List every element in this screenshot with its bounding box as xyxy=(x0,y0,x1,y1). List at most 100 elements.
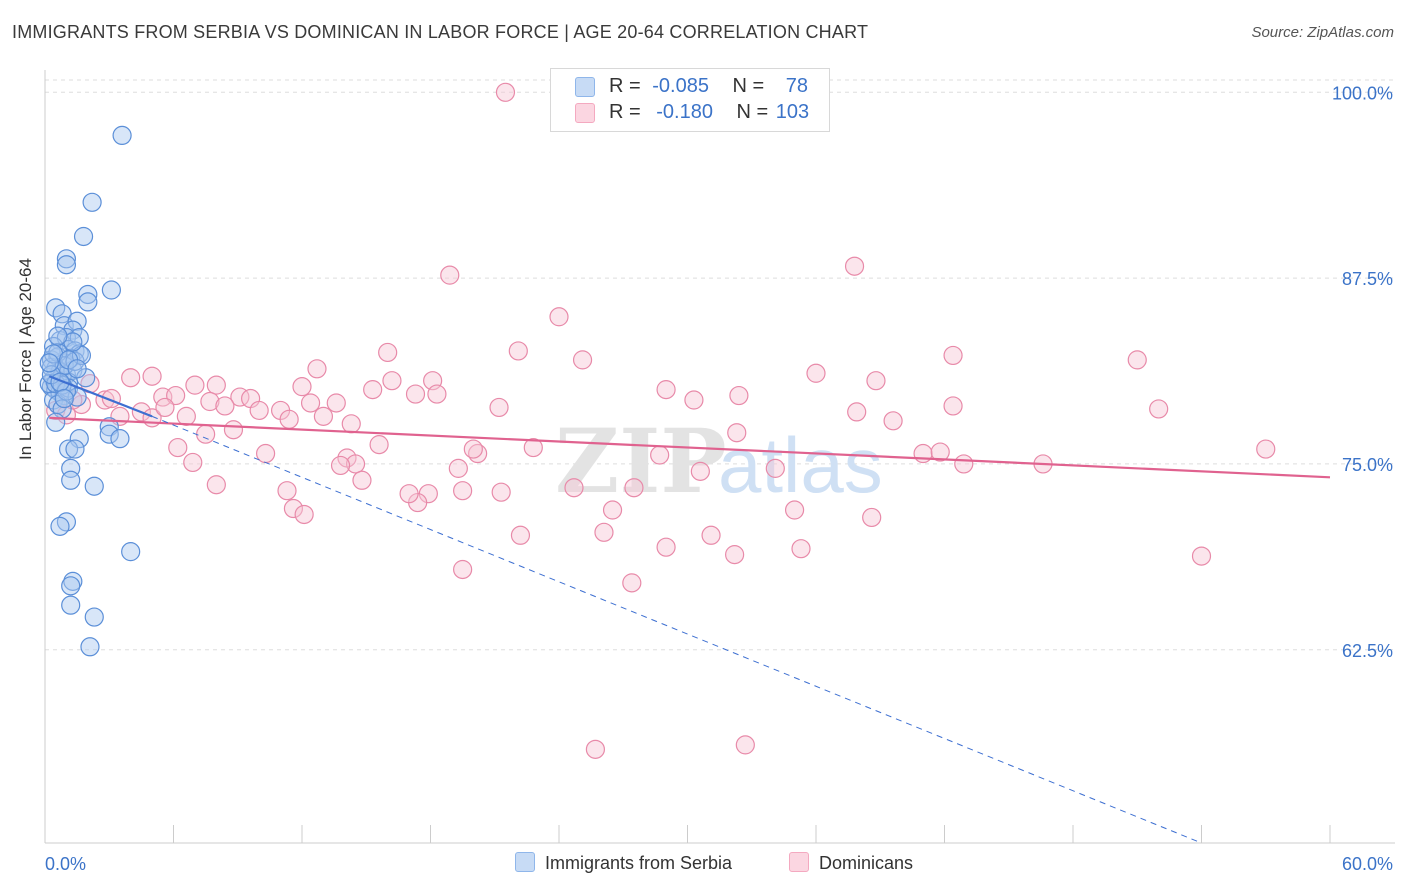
dominican-point xyxy=(656,380,676,400)
serbia-point xyxy=(80,637,100,657)
bottom-legend-swatch-serbia xyxy=(515,852,535,872)
dominican-point xyxy=(564,478,584,498)
serbia-point xyxy=(65,439,85,459)
watermark: ZIP atlas xyxy=(555,409,883,513)
legend-r-value: -0.085 xyxy=(652,75,709,97)
dominican-point xyxy=(1127,350,1147,370)
dominican-point xyxy=(326,393,346,413)
dominican-point xyxy=(463,439,483,459)
dominican-point xyxy=(307,359,327,379)
serbia-point xyxy=(67,359,87,379)
serbia-point xyxy=(61,595,81,615)
dominican-point xyxy=(954,454,974,474)
y-tick-label: 87.5% xyxy=(1342,269,1393,289)
serbia-point xyxy=(101,280,121,300)
gridlines xyxy=(45,79,1395,651)
serbia-point xyxy=(46,412,66,432)
legend-r-label: R = xyxy=(609,75,641,97)
dominican-point xyxy=(572,350,593,370)
dominican-point xyxy=(622,573,642,593)
dominican-point xyxy=(352,470,372,490)
x-tick-label: 0.0% xyxy=(45,854,86,874)
dominican-point xyxy=(277,481,297,501)
legend-n-label: N = xyxy=(732,75,765,97)
dominican-point xyxy=(508,341,528,361)
bottom-legend-label-serbia: Immigrants from Serbia xyxy=(545,853,733,873)
dominican-point xyxy=(378,342,398,363)
legend-n-value: 78 xyxy=(785,75,809,97)
dominican-point xyxy=(602,500,623,520)
legend-n-label: N = xyxy=(736,101,769,123)
dominican-point xyxy=(491,482,511,502)
dominican-point xyxy=(650,445,670,465)
serbia-point xyxy=(121,542,141,562)
dominican-point xyxy=(121,368,141,388)
dominican-point xyxy=(549,307,569,327)
dominican-point xyxy=(791,539,811,559)
dominican-point xyxy=(279,409,299,429)
trend-lines xyxy=(48,375,1331,844)
dominican-point xyxy=(866,371,886,391)
dominican-trend-line xyxy=(49,416,1331,479)
bottom-legend-swatch-dominicans xyxy=(789,852,809,872)
dominican-point xyxy=(292,377,312,397)
dominican-point xyxy=(183,452,203,473)
chart-title: IMMIGRANTS FROM SERBIA VS DOMINICAN IN L… xyxy=(12,22,869,42)
y-tick-label: 62.5% xyxy=(1342,641,1393,661)
dominican-point xyxy=(594,522,614,542)
dominican-point xyxy=(300,393,321,413)
dominican-point xyxy=(313,406,334,426)
serbia-point xyxy=(84,607,104,627)
dominican-point xyxy=(200,391,220,412)
dominican-point xyxy=(690,461,710,481)
dominican-point xyxy=(735,735,755,755)
dominican-point xyxy=(249,400,269,421)
dominican-point xyxy=(399,484,419,504)
legend-swatch-dominicans xyxy=(575,103,595,123)
serbia-point xyxy=(56,249,77,269)
dominican-point xyxy=(806,363,826,383)
dominican-point xyxy=(523,437,543,458)
bottom-legend-label-dominicans: Dominicans xyxy=(819,853,914,873)
dominican-point xyxy=(369,435,389,455)
serbia-point xyxy=(99,417,119,437)
dominican-point xyxy=(844,256,865,276)
axes xyxy=(44,70,1395,844)
dominican-point xyxy=(168,437,188,458)
legend-r-value: -0.180 xyxy=(656,101,713,123)
dominican-point xyxy=(283,498,304,519)
serbia-point xyxy=(61,470,81,490)
dominican-point xyxy=(656,537,676,557)
serbia-point xyxy=(112,125,132,146)
serbia-point xyxy=(54,388,74,409)
dominican-point xyxy=(330,455,351,476)
dominican-point xyxy=(176,406,196,426)
dominican-point xyxy=(206,475,226,495)
dominican-point xyxy=(341,414,361,434)
serbia-point xyxy=(78,292,98,312)
dominican-point xyxy=(453,559,473,580)
dominican-point xyxy=(448,458,468,478)
serbia-trend-line-extrapolated xyxy=(151,415,1202,844)
dominican-point xyxy=(440,265,460,285)
stats-legend: R = -0.085 N = 78 R = -0.180 N = 103 xyxy=(550,68,830,132)
bottom-legend-dominicans: Dominicans xyxy=(789,852,913,876)
serbia-point xyxy=(58,439,79,459)
dominican-point xyxy=(727,423,747,443)
dominican-point xyxy=(943,396,963,416)
dominican-point xyxy=(943,345,963,366)
dominican-point xyxy=(883,411,903,431)
dominican-point xyxy=(701,525,721,545)
dominican-point xyxy=(765,458,785,478)
source-label: Source: ZipAtlas.com xyxy=(1251,24,1394,41)
dominican-point xyxy=(725,545,745,565)
dominican-point xyxy=(427,384,447,404)
watermark-zip: ZIP xyxy=(555,409,727,513)
dominican-point xyxy=(862,507,882,528)
dominican-point xyxy=(294,504,314,525)
serbia-points xyxy=(39,125,141,657)
dominican-point xyxy=(185,375,205,395)
serbia-trend-line xyxy=(48,375,153,418)
serbia-point xyxy=(61,576,81,596)
